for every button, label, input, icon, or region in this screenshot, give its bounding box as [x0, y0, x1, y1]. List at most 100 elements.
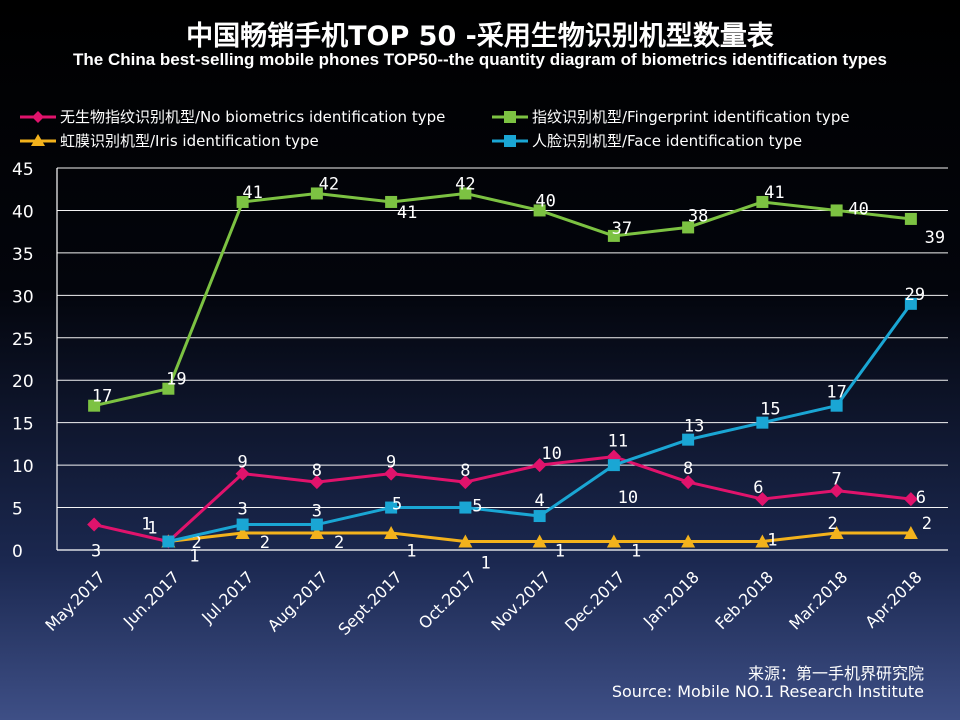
legend-item-no-biometrics: 无生物指纹识别机型/No biometrics identification t…: [20, 106, 490, 128]
data-point: [682, 433, 695, 446]
data-label: 7: [832, 470, 842, 490]
data-point: [756, 195, 769, 208]
data-label: 1: [631, 542, 641, 562]
data-point: [87, 517, 102, 532]
data-label: 1: [481, 554, 491, 574]
data-label: 39: [925, 228, 945, 248]
data-label: 8: [312, 461, 322, 481]
data-point: [236, 195, 249, 208]
chart-title: 中国畅销手机TOP 50 -采用生物识别机型数量表: [186, 21, 774, 52]
source-cn: 来源：第一手机界研究院: [747, 664, 924, 683]
data-point: [532, 534, 547, 548]
data-point: [756, 416, 769, 429]
data-label: 10: [618, 488, 638, 508]
data-point: [309, 526, 324, 540]
legend-label: 人脸识别机型/Face identification type: [532, 132, 803, 150]
legend-marker-square-icon: [492, 135, 528, 147]
data-point: [384, 526, 399, 540]
x-tick-label: Mar.2018: [785, 567, 851, 633]
data-label: 6: [753, 478, 763, 498]
data-label: 37: [612, 219, 632, 239]
data-label: 8: [683, 459, 693, 479]
data-point: [681, 534, 696, 548]
data-label: 17: [826, 383, 846, 403]
x-tick-label: Jun.2017: [119, 567, 183, 631]
y-tick-label: 40: [12, 202, 34, 222]
data-label: 8: [460, 461, 470, 481]
data-label: 19: [166, 370, 186, 390]
data-label: 41: [397, 203, 417, 223]
data-label: 2: [192, 533, 202, 553]
data-label: 41: [764, 183, 784, 203]
data-label: 17: [92, 387, 112, 407]
data-label: 1: [406, 542, 416, 562]
data-label: 1: [141, 515, 151, 535]
x-tick-label: Jul.2017: [197, 567, 257, 627]
x-tick-label: Apr.2018: [861, 567, 925, 631]
x-tick-label: Jan.2018: [639, 567, 703, 631]
data-label: 15: [760, 400, 780, 420]
y-tick-label: 45: [12, 160, 34, 180]
x-tick-label: Sept.2017: [334, 567, 406, 639]
data-label: 1: [767, 531, 777, 551]
data-point: [310, 187, 323, 200]
data-label: 42: [319, 174, 339, 194]
data-point: [607, 229, 620, 242]
data-point: [162, 535, 175, 548]
data-label: 10: [541, 444, 561, 464]
x-tick-label: Oct.2017: [415, 567, 480, 632]
data-point: [459, 187, 472, 200]
data-label: 40: [535, 191, 555, 211]
y-tick-label: 5: [12, 500, 23, 520]
data-label: 1: [147, 519, 157, 539]
legend-marker-triangle-icon: [20, 134, 56, 146]
data-label: 13: [684, 417, 704, 437]
data-label: 3: [238, 500, 248, 520]
legend-marker-diamond-icon: [20, 111, 56, 123]
data-point: [606, 534, 621, 548]
x-tick-label: Aug.2017: [264, 567, 332, 635]
data-label: 42: [455, 174, 475, 194]
y-tick-label: 10: [12, 457, 34, 477]
legend-item-fingerprint: 指纹识别机型/Fingerprint identification type: [492, 106, 932, 128]
data-point: [385, 501, 398, 514]
data-point: [309, 475, 324, 490]
data-label: 9: [238, 453, 248, 473]
y-tick-label: 15: [12, 415, 34, 435]
data-label: 2: [922, 514, 932, 534]
data-label: 11: [608, 432, 628, 452]
data-label: 2: [828, 514, 838, 534]
series-line: [93, 455, 912, 544]
data-point: [532, 458, 547, 473]
data-point: [755, 492, 770, 507]
data-point: [830, 204, 843, 217]
data-label: 3: [91, 542, 101, 562]
x-tick-label: Nov.2017: [487, 567, 554, 634]
data-point: [607, 459, 620, 472]
data-point: [310, 518, 323, 531]
data-point: [385, 195, 398, 208]
data-label: 38: [688, 206, 708, 226]
data-label: 5: [472, 497, 482, 517]
data-point: [458, 534, 473, 548]
y-tick-label: 35: [12, 245, 34, 265]
y-tick-label: 30: [12, 287, 34, 307]
source-en: Source: Mobile NO.1 Research Institute: [611, 682, 924, 701]
y-tick-label: 20: [12, 372, 34, 392]
data-label: 41: [242, 183, 262, 203]
data-point: [235, 466, 250, 481]
y-tick-label: 0: [12, 542, 23, 562]
data-point: [830, 399, 843, 412]
data-point: [235, 526, 250, 540]
data-point: [88, 399, 101, 412]
data-label: 1: [555, 542, 565, 562]
data-point: [236, 518, 249, 531]
legend-label: 虹膜识别机型/Iris identification type: [60, 132, 319, 150]
data-point: [162, 382, 175, 395]
data-point: [533, 204, 546, 217]
data-point: [903, 526, 918, 540]
series-line: [93, 191, 912, 408]
data-point: [682, 221, 695, 234]
data-point: [458, 475, 473, 490]
